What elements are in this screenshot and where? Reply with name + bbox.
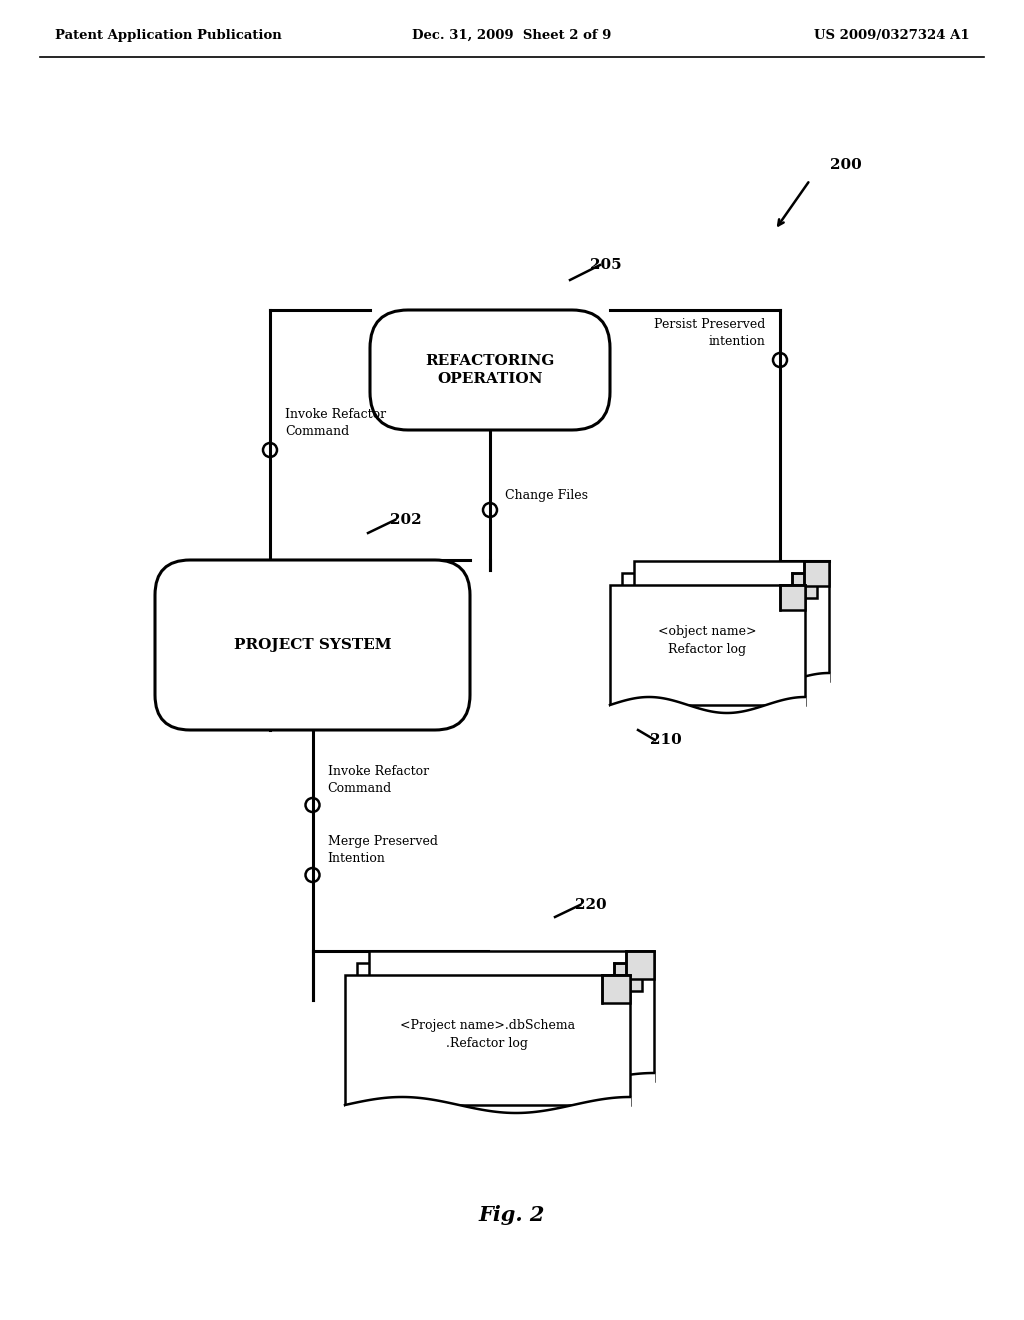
Text: US 2009/0327324 A1: US 2009/0327324 A1 (814, 29, 970, 41)
Text: 220: 220 (575, 898, 606, 912)
Text: Invoke Refactor
Command: Invoke Refactor Command (328, 766, 429, 795)
Text: Change Files: Change Files (505, 488, 588, 502)
Text: 200: 200 (830, 158, 862, 172)
Text: Merge Preserved
Intention: Merge Preserved Intention (328, 836, 437, 865)
Bar (634, 561, 829, 681)
Text: Fig. 2: Fig. 2 (479, 1205, 545, 1225)
Text: Invoke Refactor
Command: Invoke Refactor Command (285, 408, 386, 438)
Polygon shape (626, 950, 654, 979)
FancyBboxPatch shape (370, 310, 610, 430)
Text: PROJECT SYSTEM: PROJECT SYSTEM (233, 638, 391, 652)
Bar (610, 585, 805, 705)
Bar (357, 964, 642, 1093)
Bar (369, 950, 654, 1081)
Bar (622, 573, 817, 693)
Polygon shape (602, 975, 630, 1003)
Text: Patent Application Publication: Patent Application Publication (55, 29, 282, 41)
Polygon shape (792, 573, 817, 598)
FancyBboxPatch shape (155, 560, 470, 730)
Text: <Project name>.dbSchema
.Refactor log: <Project name>.dbSchema .Refactor log (400, 1019, 575, 1051)
Polygon shape (614, 964, 642, 991)
Polygon shape (804, 561, 829, 586)
Bar (345, 975, 630, 1105)
Text: 210: 210 (650, 733, 682, 747)
Text: REFACTORING
OPERATION: REFACTORING OPERATION (425, 354, 555, 387)
Text: Dec. 31, 2009  Sheet 2 of 9: Dec. 31, 2009 Sheet 2 of 9 (413, 29, 611, 41)
Text: 202: 202 (390, 513, 422, 527)
Polygon shape (780, 585, 805, 610)
Text: 205: 205 (590, 257, 622, 272)
Text: <object name>
Refactor log: <object name> Refactor log (658, 624, 757, 656)
Text: Persist Preserved
intention: Persist Preserved intention (653, 318, 765, 348)
